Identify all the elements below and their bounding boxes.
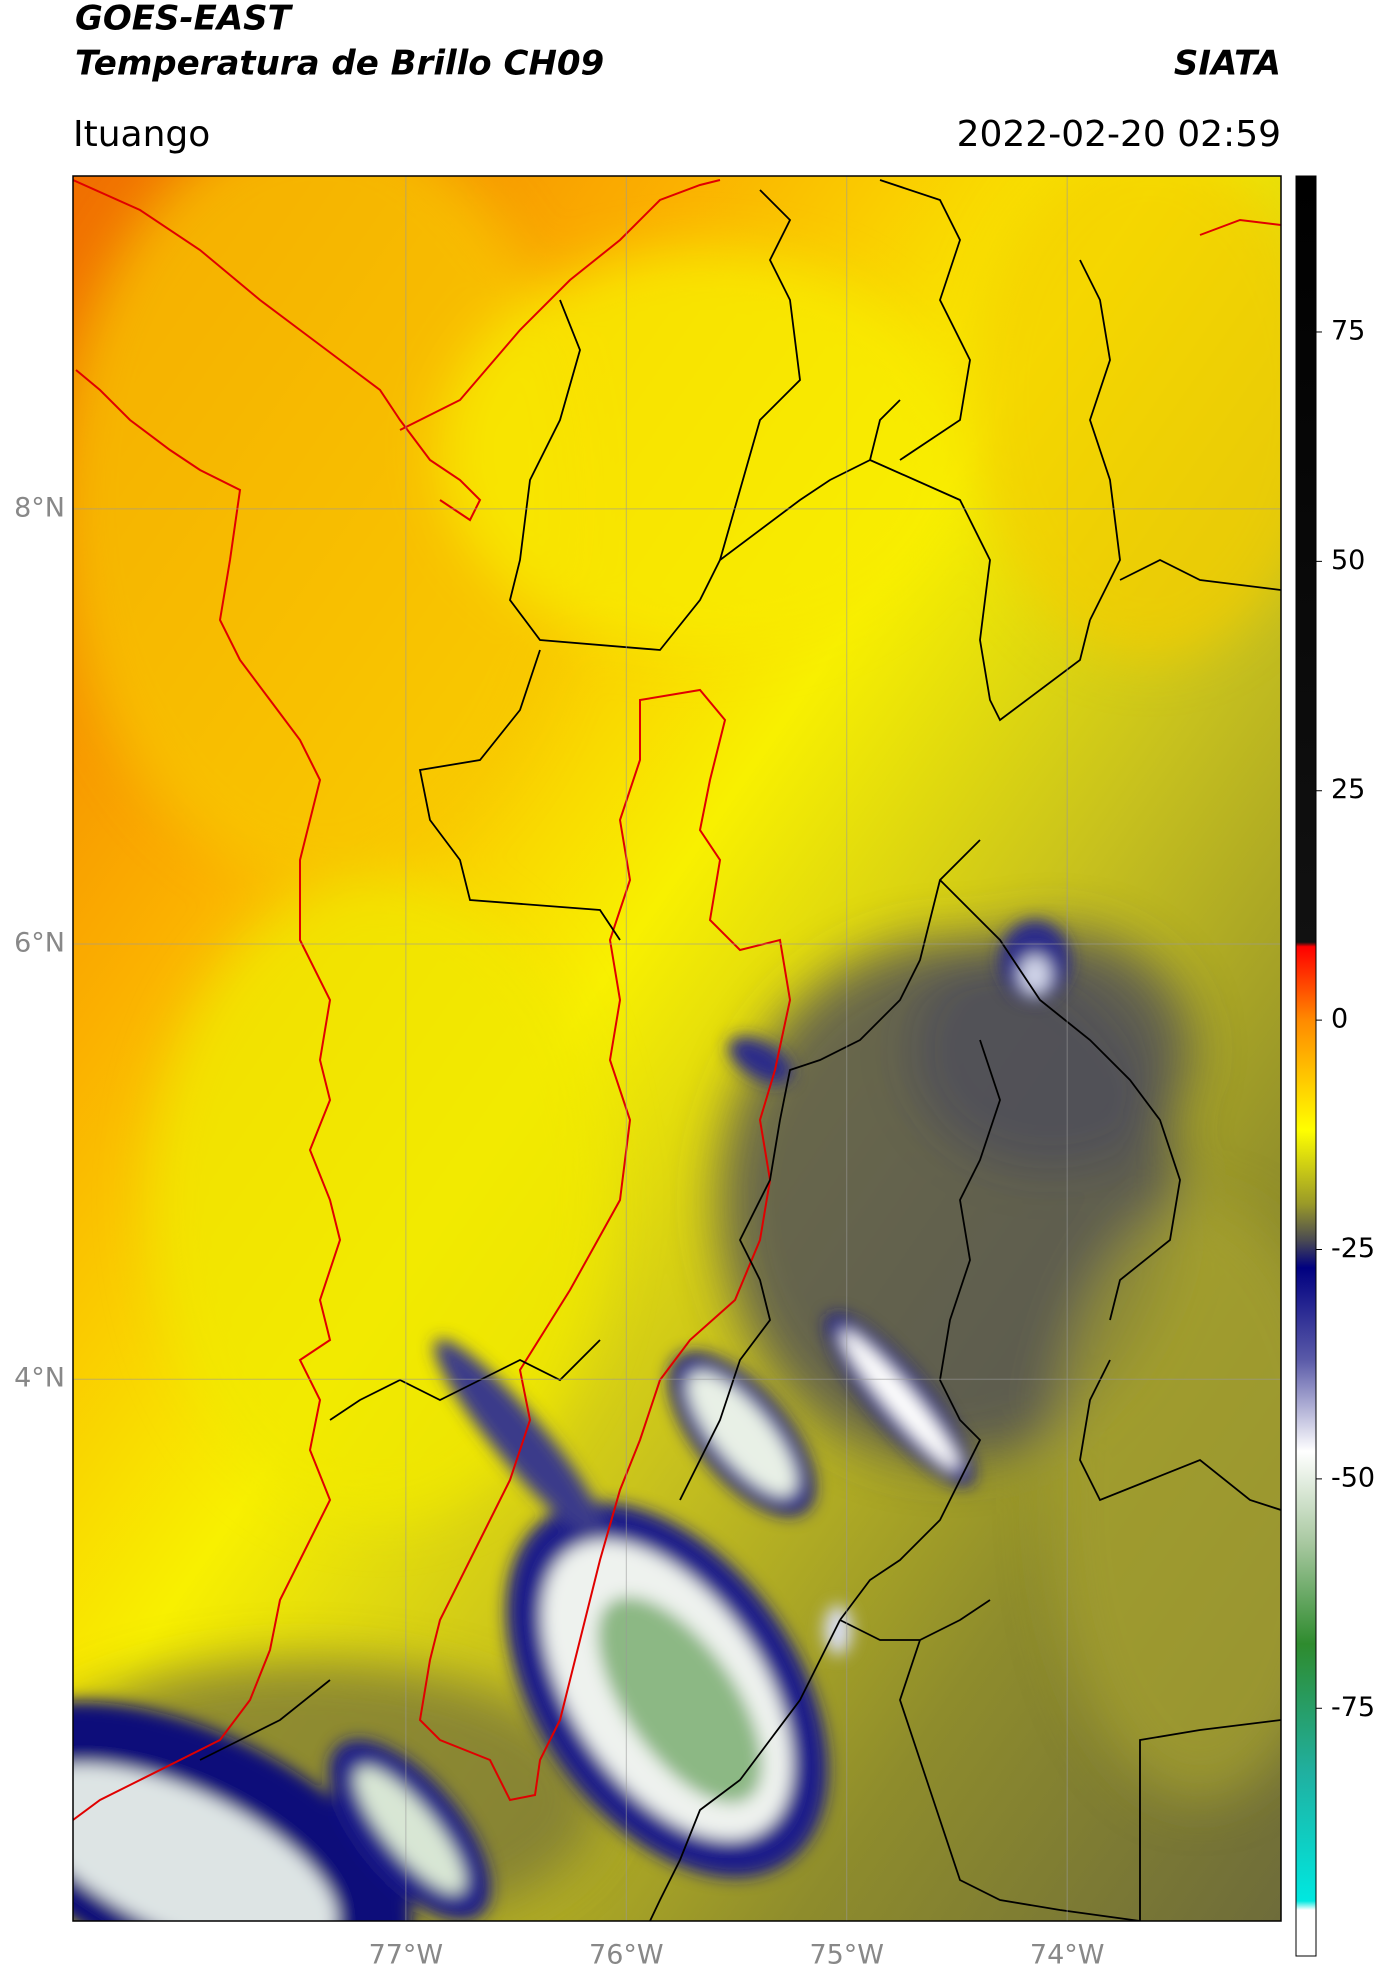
lon-tick-label: 77°W — [369, 1940, 444, 1971]
title: GOES-EAST — [75, 0, 294, 39]
subtitle: Temperatura de Brillo CH09 — [75, 44, 604, 84]
borders — [73, 179, 1281, 1921]
map-imagery — [73, 176, 1281, 1921]
lon-tick-label: 74°W — [1030, 1940, 1105, 1971]
map-frame — [72, 175, 1282, 1922]
graticule — [73, 176, 1281, 1921]
timestamp: 2022-02-20 02:59 — [957, 114, 1281, 155]
region: Ituango — [73, 114, 210, 155]
lon-tick-label: 76°W — [589, 1940, 664, 1971]
colorbar-tick-label: -75 — [1331, 1692, 1375, 1723]
colorbar-tick-label: 50 — [1331, 545, 1365, 576]
lon-tick-label: 75°W — [809, 1940, 884, 1971]
lat-tick-label: 4°N — [14, 1363, 65, 1394]
colorbar-tick-label: 75 — [1331, 315, 1365, 346]
colorbar — [1295, 175, 1317, 1957]
colorbar-tick-label: -25 — [1331, 1233, 1375, 1264]
lat-tick-label: 6°N — [14, 928, 65, 959]
colorbar-tick-label: 0 — [1331, 1004, 1348, 1035]
lat-tick-label: 8°N — [14, 492, 65, 523]
colorbar-tick-label: 25 — [1331, 774, 1365, 805]
source: SIATA — [1174, 44, 1281, 84]
colorbar-tick-label: -50 — [1331, 1462, 1375, 1493]
